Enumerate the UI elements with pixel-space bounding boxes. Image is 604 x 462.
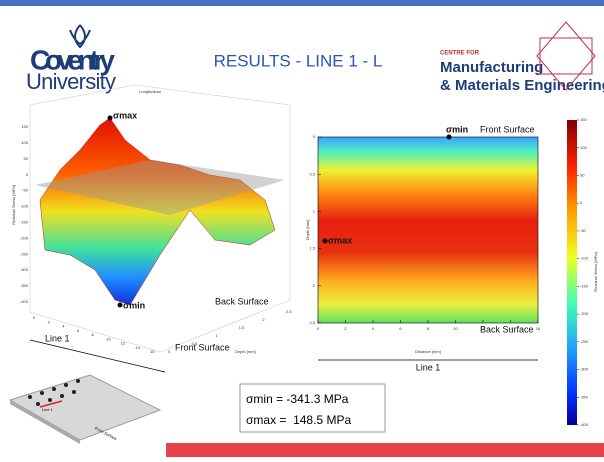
z-tick-label: 150: [21, 124, 28, 129]
min-point: [118, 303, 123, 308]
x-tick-label: 6: [399, 326, 402, 331]
logo-text: Manufacturing: [440, 59, 543, 76]
plate: [10, 375, 160, 440]
depth-tick-label: 0: [168, 349, 171, 354]
depth-tick-label: 1.5: [239, 325, 245, 330]
y-tick-label: 0: [313, 134, 316, 139]
x-tick-label: 4: [372, 326, 375, 331]
arrow: [30, 340, 165, 372]
colorbar-tick-label: 50: [580, 173, 585, 178]
depth-tick-label: 0.5: [192, 341, 198, 346]
y-tick-label: 1.5: [309, 246, 315, 251]
x-tick-label: 0: [317, 326, 320, 331]
y-label: Depth [mm]: [305, 220, 310, 241]
colorbar-tick-label: -50: [580, 228, 587, 233]
colorbar-tick-label: -350: [580, 394, 589, 399]
plot-title: Longitudinal: [139, 89, 161, 94]
x-tick-label: 8: [427, 326, 430, 331]
max-label: σmax: [328, 235, 352, 245]
z-tick-label: -250: [20, 251, 29, 256]
colorbar-tick-label: 0: [580, 200, 583, 205]
z-label: Residual Stress [MPa]: [11, 185, 16, 225]
back-label: Back Surface: [215, 296, 269, 306]
colorbar-tick-label: -250: [580, 339, 589, 344]
logo-small: CENTRE FOR: [440, 51, 480, 57]
z-tick-label: -350: [20, 283, 29, 288]
max-point: [108, 116, 113, 121]
x-tick-label: 2: [48, 319, 51, 324]
x-tick-label: 2: [344, 326, 347, 331]
result-max: σmax = 148.5 MPa: [246, 413, 351, 427]
min-label: σmin: [123, 300, 145, 310]
slide: Coventry University RESULTS - LINE 1 - L…: [0, 0, 604, 457]
depth-label: Depth [mm]: [235, 349, 256, 354]
y-tick-label: 2.5: [309, 320, 315, 325]
z-tick-label: -150: [20, 220, 29, 225]
colorbar-tick-label: -300: [580, 367, 589, 372]
heatmap-area: [318, 137, 538, 323]
x-tick-label: 16: [536, 326, 541, 331]
x-tick-label: 14: [508, 326, 513, 331]
slide-title: RESULTS - LINE 1 - L: [214, 51, 383, 70]
bottom-bar: [166, 443, 604, 457]
x-tick-label: 16: [150, 349, 155, 354]
depth-tick-label: 1: [215, 333, 218, 338]
x-tick-label: 12: [481, 326, 486, 331]
colorbar: [567, 120, 577, 425]
colorbar-tick-label: 150: [580, 117, 587, 122]
z-tick-label: 100: [21, 140, 28, 145]
logo-text: University: [26, 69, 116, 94]
colorbar-tick-label: 100: [580, 145, 587, 150]
heatmap: σmin σmax Front Surface Back Surface Dep…: [305, 120, 598, 425]
z-tick-label: -200: [20, 235, 29, 240]
x-tick-label: 0: [33, 315, 36, 320]
z-tick-label: -100: [20, 204, 29, 209]
logo-text: & Materials Engineering: [440, 77, 604, 94]
colorbar-tick-label: -400: [580, 422, 589, 427]
surface-plot: σmax σmin Longitudinal Residual Stress […: [11, 85, 290, 372]
back-label: Back Surface: [480, 324, 534, 334]
max-point: [323, 239, 328, 244]
x-tick-label: 8: [92, 332, 95, 337]
front-label: Front Surface: [175, 342, 230, 352]
result-min: σmin = -341.3 MPa: [246, 392, 349, 406]
z-tick-label: 0: [26, 172, 29, 177]
x-tick-label: 14: [135, 345, 140, 350]
x-tick-label: 10: [106, 336, 111, 341]
colorbar-tick-label: -150: [580, 283, 589, 288]
line-label: Line 1: [45, 333, 70, 343]
max-label: σmax: [113, 110, 137, 120]
top-bar: [0, 0, 604, 6]
x-tick-label: 4: [62, 324, 65, 329]
depth-tick-label: 2.5: [286, 309, 292, 314]
x-label: Distance [mm]: [415, 349, 441, 354]
z-tick-label: -400: [20, 299, 29, 304]
front-label: Front Surface: [480, 124, 535, 134]
z-tick-label: -300: [20, 267, 29, 272]
min-point: [447, 135, 452, 140]
z-tick-label: -50: [22, 188, 29, 193]
colorbar-tick-label: -100: [580, 256, 589, 261]
y-tick-label: 2: [313, 283, 316, 288]
colorbar-tick-label: -200: [580, 311, 589, 316]
x-tick-label: 10: [453, 326, 458, 331]
colorbar-label: Residual Stress [MPa]: [593, 252, 598, 292]
y-tick-label: 1: [313, 208, 316, 213]
x-tick-label: 6: [77, 328, 80, 333]
z-tick-label: 50: [24, 156, 29, 161]
min-label: σmin: [446, 124, 468, 134]
x-tick-label: 12: [121, 341, 126, 346]
depth-tick-label: 2: [262, 317, 265, 322]
specimen-line: Line 1: [42, 407, 54, 412]
line-label: Line 1: [416, 362, 441, 372]
y-tick-label: 0.5: [309, 171, 315, 176]
specimen: Line 1 Front Surface: [10, 375, 160, 444]
